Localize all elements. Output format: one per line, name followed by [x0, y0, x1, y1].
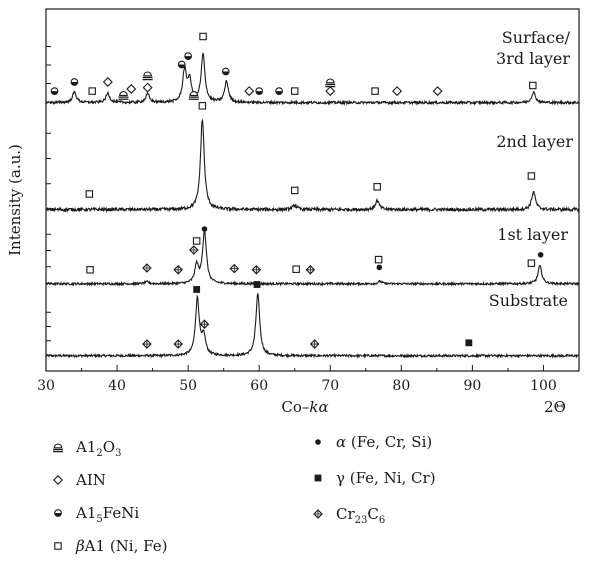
- x-tick-label: 100: [530, 378, 557, 394]
- plot-frame: [45, 8, 580, 372]
- spectrum-line-2: [45, 118, 580, 214]
- marker-aln-3-13: [244, 86, 255, 97]
- layer-label-0: Substrate: [489, 291, 568, 310]
- legend-symbol-cr23c6: [313, 509, 323, 519]
- marker-cr23c6-0-0: [142, 339, 152, 349]
- marker-al5-3-14: [255, 87, 264, 95]
- marker-beta-1-0: [86, 266, 94, 274]
- legend-symbol-al5: [54, 509, 62, 517]
- plot-area: Substrate 1st layer 2nd layer Surface/3rd l…: [45, 28, 580, 359]
- marker-beta-2-0: [85, 190, 94, 198]
- marker-al2o3-3-10: [188, 91, 199, 100]
- marker-cr23c6-0-1: [173, 339, 183, 349]
- x-tick-label: 80: [392, 378, 410, 394]
- marker-cr23c6-0-5: [309, 339, 320, 349]
- series-0: [45, 281, 580, 359]
- legend-symbol-beta: [54, 542, 62, 550]
- marker-al2o3-3-4: [118, 91, 129, 100]
- marker-beta-1-10: [374, 255, 383, 264]
- marker-beta-1-8: [292, 265, 300, 273]
- spectrum-line-3: [45, 51, 580, 106]
- marker-cr23c6-1-9: [305, 265, 316, 275]
- marker-beta-3-16: [290, 87, 299, 95]
- x-tick-label: 40: [108, 378, 126, 394]
- marker-aln-3-3: [102, 77, 113, 87]
- layer-label-1: 1st layer: [497, 225, 568, 244]
- series-1: [45, 226, 580, 287]
- marker-beta-2-3: [373, 183, 381, 191]
- legend-symbol-gamma: [314, 474, 322, 482]
- legend-right-0: α (Fe, Cr, Si): [315, 433, 432, 451]
- legend-label: A15FeNi: [75, 504, 139, 525]
- legend-left-0: A12O3: [53, 438, 121, 459]
- legend-left-1: AIN: [53, 471, 106, 489]
- layer-label-2: 2nd layer: [496, 132, 573, 151]
- marker-al5-3-12: [221, 67, 230, 76]
- marker-cr23c6-1-3: [189, 245, 199, 255]
- legend-label: γ (Fe, Ni, Cr): [336, 469, 436, 487]
- legend-left-2: A15FeNi: [54, 504, 139, 525]
- x-tick-label: 30: [37, 378, 55, 394]
- marker-cr23c6-1-1: [142, 263, 152, 273]
- x-axis-title: Co–kα: [281, 398, 328, 416]
- legend-label: A12O3: [75, 438, 121, 459]
- marker-al2o3-3-17: [325, 78, 336, 88]
- marker-cr23c6-1-6: [229, 263, 240, 274]
- legend-symbol-alpha: [315, 439, 321, 445]
- marker-beta-3-22: [529, 81, 537, 90]
- spectrum-line-0: [45, 293, 580, 359]
- marker-beta-2-4: [527, 172, 536, 180]
- marker-beta-3-2: [88, 87, 96, 95]
- x-tick-label: 50: [179, 378, 197, 394]
- marker-beta-1-4: [192, 237, 201, 245]
- marker-aln-3-7: [142, 82, 153, 93]
- layer-label-3: Surface/3rd layer: [496, 28, 571, 68]
- marker-al5-3-8: [177, 60, 186, 69]
- legend-symbol-al2o3: [53, 443, 63, 453]
- legend-symbol-aln: [53, 475, 63, 485]
- marker-beta-3-11: [199, 32, 207, 41]
- marker-beta-2-2: [290, 186, 299, 195]
- legend-label: α (Fe, Cr, Si): [336, 433, 432, 451]
- legend-right-1: γ (Fe, Ni, Cr): [314, 469, 436, 487]
- marker-beta-3-19: [371, 87, 379, 95]
- x-tick-label: 70: [321, 378, 339, 394]
- marker-al5-3-1: [70, 78, 79, 86]
- legend: A12O3 AIN A15FeNi βA1 (Ni, Fe) α (Fe, Cr, Si…: [53, 433, 436, 555]
- legend-label: Cr23C6: [336, 505, 385, 526]
- marker-beta-2-1: [198, 102, 207, 110]
- marker-aln-3-5: [126, 84, 137, 94]
- series-2: [45, 102, 580, 214]
- legend-label: βA1 (Ni, Fe): [75, 537, 167, 555]
- marker-al5-3-0: [50, 87, 59, 95]
- marker-aln-3-21: [432, 86, 443, 97]
- series-3: [45, 32, 580, 106]
- x-tick-label: 60: [250, 378, 268, 394]
- marker-alpha-1-11: [376, 264, 383, 271]
- legend-label: AIN: [75, 471, 106, 489]
- marker-gamma-0-2: [193, 286, 201, 293]
- legend-right-2: Cr23C6: [313, 505, 385, 526]
- y-axis-title: Intensity (a.u.): [6, 144, 24, 256]
- x-axis-unit: 2Θ: [544, 398, 566, 416]
- x-tick-label: 90: [463, 378, 481, 394]
- marker-gamma-0-6: [465, 339, 473, 347]
- spectrum-line-1: [45, 228, 580, 287]
- marker-cr23c6-0-3: [199, 319, 210, 329]
- marker-al5-3-15: [275, 87, 283, 95]
- marker-al2o3-3-6: [142, 71, 153, 81]
- marker-beta-1-12: [527, 259, 536, 267]
- marker-aln-3-20: [392, 86, 403, 97]
- marker-aln-3-18: [325, 86, 336, 97]
- legend-left-3: βA1 (Ni, Fe): [54, 537, 167, 555]
- marker-al5-3-9: [184, 52, 192, 60]
- marker-cr23c6-1-7: [251, 265, 262, 275]
- axes: 30 40 50 60 70 80 90 100: [37, 8, 580, 394]
- marker-cr23c6-1-2: [173, 265, 183, 275]
- marker-alpha-1-5: [201, 226, 208, 232]
- marker-alpha-1-13: [537, 252, 544, 258]
